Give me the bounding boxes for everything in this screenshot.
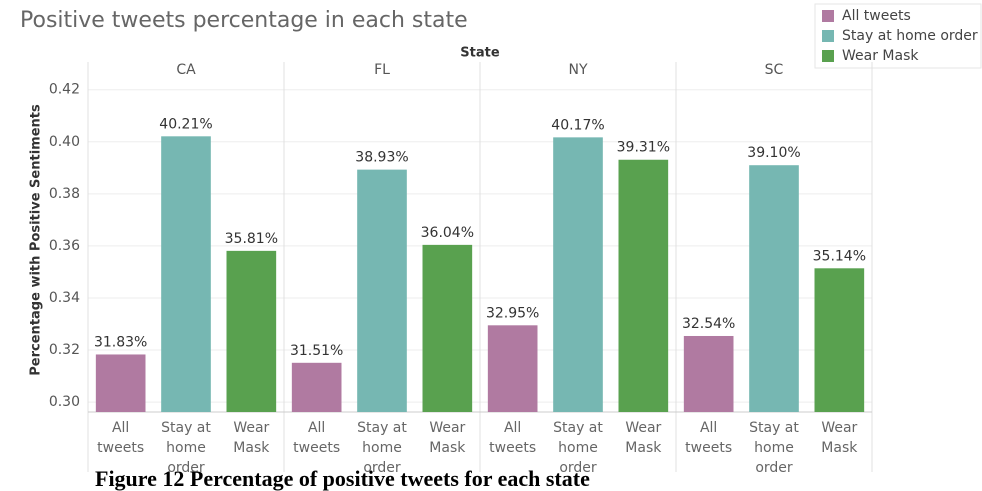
legend-box xyxy=(814,3,982,69)
y-tick-label: 0.38 xyxy=(49,186,80,202)
x-tick-label: Wear Mask xyxy=(233,420,270,456)
x-tick-label: All tweets xyxy=(489,420,537,456)
legend-swatch xyxy=(822,30,834,42)
facet-axis-label: State xyxy=(460,46,500,61)
value-label: 39.31% xyxy=(617,140,670,156)
value-label: 39.10% xyxy=(747,145,800,161)
bar xyxy=(226,250,277,412)
y-tick-label: 0.32 xyxy=(49,342,80,358)
y-axis-label: Percentage with Positive Sentiments xyxy=(29,104,44,376)
bar xyxy=(814,268,865,412)
value-label: 40.17% xyxy=(551,117,604,133)
bar xyxy=(749,165,799,412)
x-tick-label: All tweets xyxy=(293,420,341,456)
bar xyxy=(618,159,669,412)
value-label: 35.81% xyxy=(225,231,278,247)
caption: Figure 12 Percentage of positive tweets … xyxy=(95,466,590,491)
value-label: 35.14% xyxy=(813,248,866,264)
x-tick-label: Wear Mask xyxy=(429,420,466,456)
y-tick-label: 0.40 xyxy=(49,134,80,150)
bar xyxy=(553,137,603,412)
y-tick-label: 0.30 xyxy=(49,394,80,410)
y-tick-label: 0.36 xyxy=(49,238,80,254)
facet-label: NY xyxy=(568,62,587,78)
legend-label: All tweets xyxy=(842,8,911,24)
value-label: 31.51% xyxy=(290,343,343,359)
legend-label: Wear Mask xyxy=(842,48,919,64)
y-tick-label: 0.34 xyxy=(49,290,80,306)
facet-label: FL xyxy=(374,62,390,78)
x-tick-label: All tweets xyxy=(685,420,733,456)
x-tick-label: Stay at home order xyxy=(553,420,603,476)
facet-label: SC xyxy=(765,62,784,78)
value-label: 32.95% xyxy=(486,305,539,321)
x-tick-label: Stay at home order xyxy=(357,420,407,476)
legend-swatch xyxy=(822,50,834,62)
value-label: 38.93% xyxy=(355,150,408,166)
value-label: 36.04% xyxy=(421,225,474,241)
value-label: 40.21% xyxy=(159,116,212,132)
legend-label: Stay at home order xyxy=(842,28,978,44)
x-tick-label: Stay at home order xyxy=(161,420,211,476)
bar xyxy=(487,325,538,412)
bar xyxy=(422,244,473,412)
bar xyxy=(95,354,146,412)
y-tick-label: 0.42 xyxy=(49,82,80,98)
value-label: 32.54% xyxy=(682,316,735,332)
chart-title: Positive tweets percentage in each state xyxy=(20,8,468,33)
bar xyxy=(161,136,211,412)
x-tick-label: Stay at home order xyxy=(749,420,799,476)
bar xyxy=(357,169,407,412)
facet-label: CA xyxy=(176,62,196,78)
x-tick-label: Wear Mask xyxy=(625,420,662,456)
x-tick-label: Wear Mask xyxy=(821,420,858,456)
legend-swatch xyxy=(822,10,834,22)
x-tick-label: All tweets xyxy=(97,420,145,456)
bar xyxy=(291,362,342,412)
value-label: 31.83% xyxy=(94,334,147,350)
bar xyxy=(683,335,734,412)
